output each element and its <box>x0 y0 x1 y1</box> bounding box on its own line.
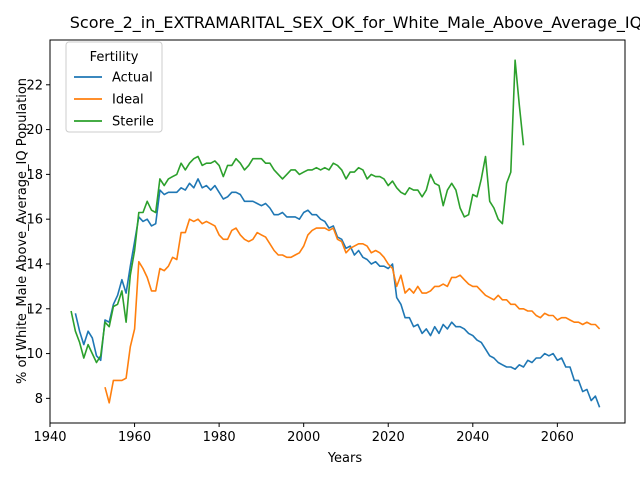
x-tick-label: 1980 <box>203 430 236 445</box>
legend-frame <box>65 41 163 133</box>
x-tick-label: 1940 <box>33 430 66 445</box>
x-tick-label: 2060 <box>541 430 574 445</box>
x-tick-label: 2020 <box>372 430 405 445</box>
series-line-sterile <box>70 59 525 364</box>
x-tick-label: 2040 <box>456 430 489 445</box>
y-tick-label: 20 <box>26 123 43 138</box>
legend-title: Fertility <box>90 50 139 65</box>
legend-label-ideal: Ideal <box>112 93 144 108</box>
x-axis-title: Years <box>327 451 363 466</box>
y-tick-label: 16 <box>26 213 43 228</box>
y-tick-label: 14 <box>26 257 43 272</box>
y-tick-label: 12 <box>26 302 43 317</box>
legend-label-actual: Actual <box>112 71 153 86</box>
series-line-ideal <box>104 218 601 404</box>
y-tick-label: 8 <box>35 392 43 407</box>
chart-title: Score_2_in_EXTRAMARITAL_SEX_OK_for_White… <box>70 13 640 33</box>
x-tick-label: 1960 <box>118 430 151 445</box>
axes-frame <box>49 39 626 424</box>
legend-items: Actual Ideal Sterile <box>74 71 154 130</box>
y-tick-label: 10 <box>26 347 43 362</box>
legend: Fertility Actual Ideal Sterile <box>65 41 163 133</box>
y-axis-title: % of White_Male Above_Average_IQ Populat… <box>15 78 30 384</box>
plot-area: 1940 1960 1980 2000 2020 2040 2060 8 10 12 14 16 18 2… <box>26 39 626 445</box>
legend-label-sterile: Sterile <box>112 115 154 130</box>
y-tick-label: 22 <box>26 78 43 93</box>
x-tick-label: 2000 <box>287 430 320 445</box>
y-tick-label: 18 <box>26 168 43 183</box>
